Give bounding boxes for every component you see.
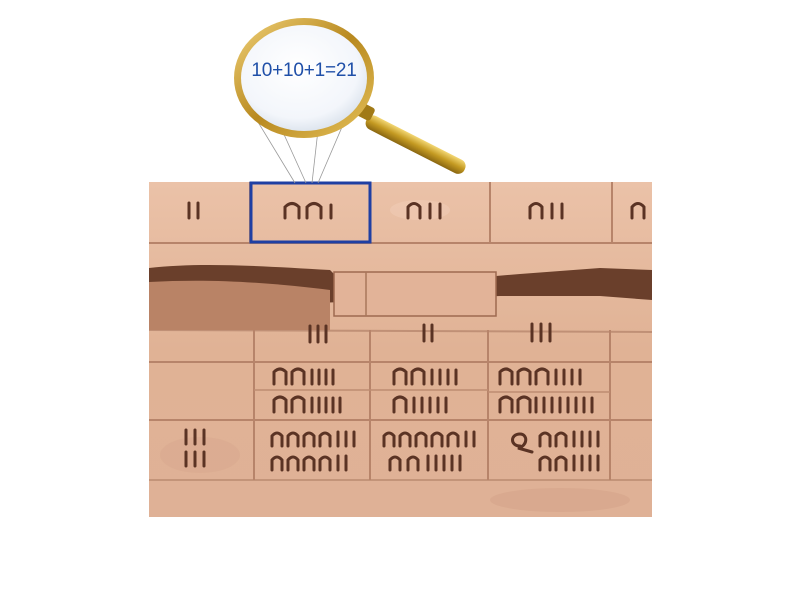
highlight-box (249, 181, 372, 244)
magnifier-equation: 10+10+1=21 (251, 60, 357, 81)
magnifying-glass-icon (234, 18, 466, 174)
projection-lines (257, 119, 346, 184)
carved-numerals (184, 201, 646, 472)
